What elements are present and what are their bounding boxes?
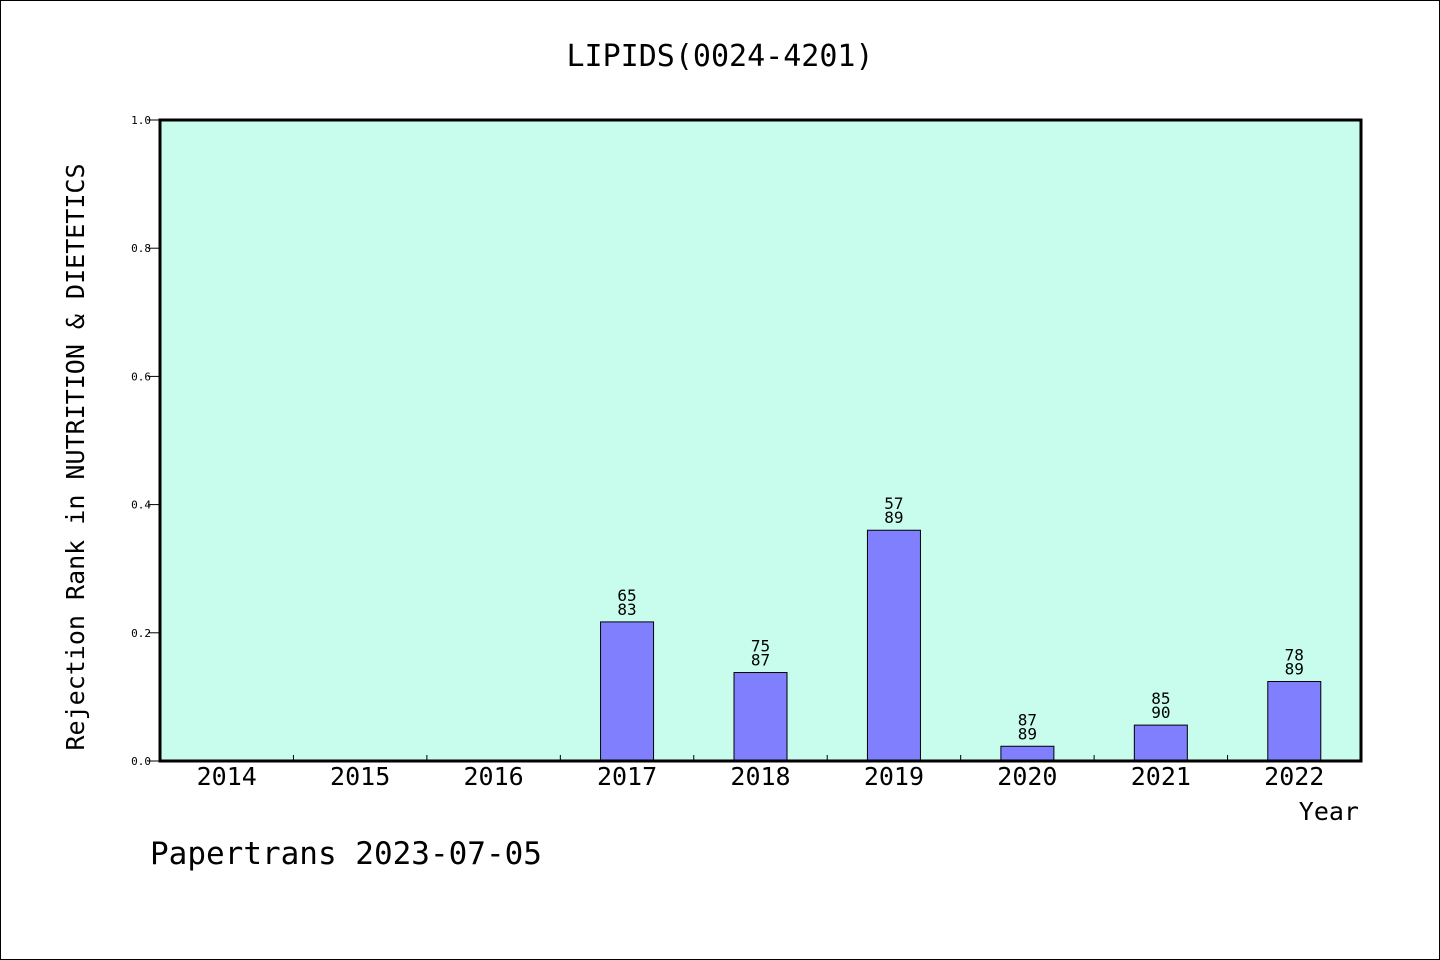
bar-label-total: 90 <box>1151 703 1170 722</box>
bar-label-total: 83 <box>617 600 636 619</box>
bar-label-total: 87 <box>751 651 770 670</box>
bar-label-total: 89 <box>884 508 903 527</box>
y-tick-label: 0.6 <box>131 370 151 383</box>
x-tick-label: 2022 <box>1264 762 1324 791</box>
y-tick-label: 0.4 <box>131 499 151 512</box>
x-tick-label: 2018 <box>730 762 790 791</box>
y-tick-label: 0.8 <box>131 242 151 255</box>
bar-label-total: 89 <box>1285 660 1304 679</box>
y-tick-label: 1.0 <box>131 114 151 127</box>
bar <box>1000 745 1055 762</box>
bar-label-rank: 85 <box>1151 689 1170 708</box>
y-tick-label: 0.2 <box>131 627 151 640</box>
x-tick-label: 2014 <box>197 762 257 791</box>
bar-label-rank: 87 <box>1018 710 1037 729</box>
x-tick-label: 2016 <box>464 762 524 791</box>
bar-label-rank: 57 <box>884 494 903 513</box>
x-tick-label: 2019 <box>864 762 924 791</box>
bar-label-rank: 65 <box>617 586 636 605</box>
bars <box>600 529 1322 762</box>
bar <box>600 621 655 762</box>
y-axis: 0.0 0.2 0.4 0.6 0.8 1.0 <box>131 114 160 768</box>
chart-title: LIPIDS(0024-4201) <box>566 39 873 74</box>
bar <box>866 529 921 762</box>
plot-area <box>160 120 1361 761</box>
x-axis-title: Year <box>1299 797 1359 826</box>
bar-label-rank: 78 <box>1285 646 1304 665</box>
bar <box>1267 681 1322 762</box>
x-tick-label: 2021 <box>1131 762 1191 791</box>
x-axis: 2014 2015 2016 2017 2018 2019 2020 2021 2022 <box>197 755 1324 791</box>
x-tick-label: 2020 <box>997 762 1057 791</box>
x-tick-label: 2017 <box>597 762 657 791</box>
bar <box>1133 724 1188 762</box>
footer-credit: Papertrans 2023-07-05 <box>150 836 542 872</box>
y-axis-title: Rejection Rank in NUTRITION & DIETETICS <box>61 164 90 751</box>
plot-border <box>158 118 1363 763</box>
bar <box>733 672 788 762</box>
bar-label-rank: 75 <box>751 637 770 656</box>
x-tick-label: 2015 <box>330 762 390 791</box>
y-tick-label: 0.0 <box>131 755 151 768</box>
bar-label-total: 89 <box>1018 724 1037 743</box>
